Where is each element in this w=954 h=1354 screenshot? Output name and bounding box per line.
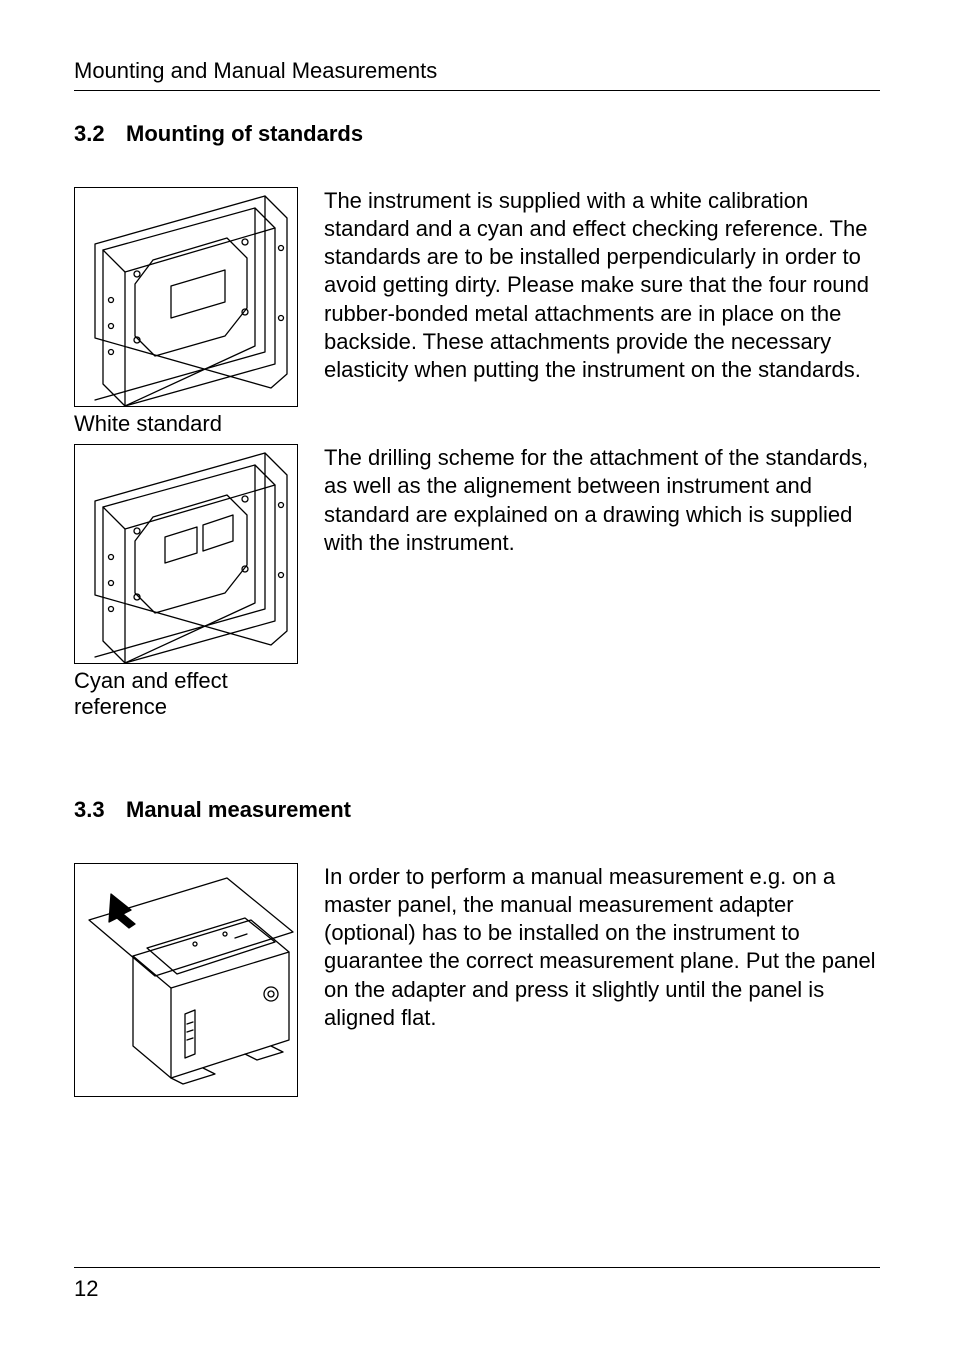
paragraph-3: In order to perform a manual measurement… bbox=[324, 863, 880, 1097]
page-footer: 12 bbox=[74, 1267, 880, 1302]
paragraph-1: The instrument is supplied with a white … bbox=[324, 187, 880, 436]
figure-white-standard bbox=[74, 187, 298, 407]
section-num: 3.2 bbox=[74, 121, 126, 147]
section-title: Manual measurement bbox=[126, 797, 351, 822]
figure-manual-measurement bbox=[74, 863, 298, 1097]
figure-caption-cyan-effect: Cyan and effect reference bbox=[74, 668, 324, 719]
paragraph-2: The drilling scheme for the attachment o… bbox=[324, 444, 880, 719]
page-number: 12 bbox=[74, 1276, 98, 1301]
section-heading-3-2: 3.2Mounting of standards bbox=[74, 121, 880, 147]
figure-cyan-effect-reference bbox=[74, 444, 298, 664]
page-header: Mounting and Manual Measurements bbox=[74, 58, 880, 91]
section-title: Mounting of standards bbox=[126, 121, 363, 146]
section-heading-3-3: 3.3Manual measurement bbox=[74, 797, 880, 823]
figure-caption-white-standard: White standard bbox=[74, 411, 324, 436]
section-num: 3.3 bbox=[74, 797, 126, 823]
